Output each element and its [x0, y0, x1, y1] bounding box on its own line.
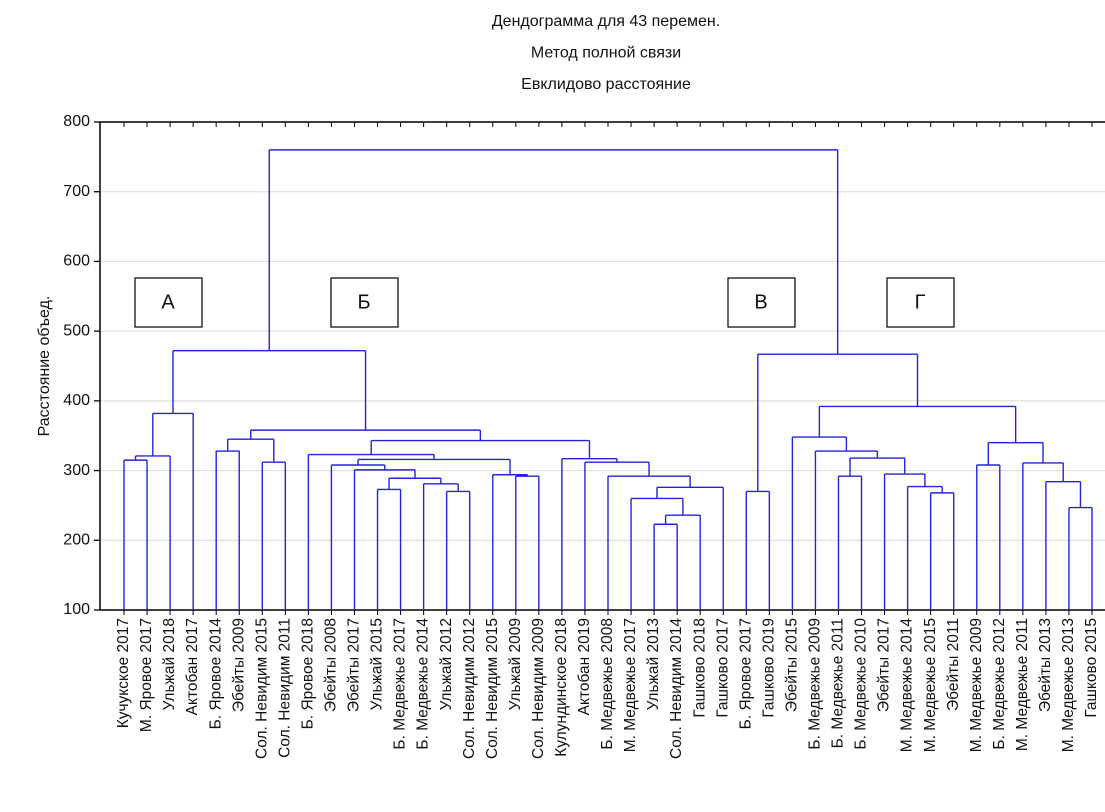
y-tick-label: 100	[63, 601, 90, 618]
leaf-label: Гашково 2015	[1083, 618, 1100, 718]
leaf-label: Эбейты 2013	[1037, 618, 1054, 712]
leaf-label: Актобан 2017	[184, 618, 201, 715]
leaf-label: Кулундинское 2018	[553, 618, 570, 757]
chart-title: Евклидово расстояние	[521, 76, 691, 93]
leaf-label: Б. Медвежье 2008	[599, 618, 616, 750]
leaf-label: М. Медвежье 2009	[968, 618, 985, 752]
y-tick-label: 300	[63, 462, 90, 479]
leaf-label: Ульжай 2009	[507, 618, 524, 710]
annotation-box	[727, 277, 796, 328]
leaf-label: Сол. Невидим 2011	[276, 618, 293, 758]
annotation: А	[161, 291, 175, 313]
y-tick-label: 400	[63, 392, 90, 409]
leaf-label: Эбейты 2015	[783, 618, 800, 712]
leaf-label: Гашково 2019	[760, 618, 777, 718]
leaf-label: Гашково 2017	[714, 618, 731, 718]
chart-title: Метод полной связи	[531, 45, 681, 62]
chart-title: Дендограмма для 43 перемен.	[492, 13, 720, 30]
leaf-label: Б. Медвежье 2014	[415, 618, 432, 750]
annotation: В	[754, 291, 767, 313]
leaf-label: М. Медвежье 2014	[899, 618, 916, 753]
leaf-label: М. Медвежье 2013	[1060, 618, 1077, 752]
annotation-box	[134, 277, 203, 328]
y-tick-label: 500	[63, 322, 90, 339]
annotation: Б	[357, 291, 370, 313]
annotation: Г	[915, 291, 926, 313]
leaf-label: М. Яровое 2017	[138, 618, 155, 732]
y-tick-label: 200	[63, 532, 90, 549]
leaf-label: Ульжай 2012	[438, 618, 455, 710]
y-tick-label: 800	[63, 113, 90, 130]
leaf-label: Гашково 2018	[691, 618, 708, 718]
leaf-label: Эбейты 2011	[945, 618, 962, 711]
leaf-label: Б. Медвежье 2010	[853, 618, 870, 750]
leaf-label: Ульжай 2013	[645, 618, 662, 710]
annotation-box	[886, 277, 955, 328]
y-tick-label: 700	[63, 183, 90, 200]
leaf-label: Б. Медвежье 2017	[392, 618, 409, 750]
leaf-label: Б. Яровое 2014	[207, 618, 224, 730]
y-axis-label: Расстояние объед.	[36, 296, 53, 437]
annotation-box	[330, 277, 399, 328]
leaf-label: М. Медвежье 2017	[622, 618, 639, 752]
leaf-label: Сол. Невидим 2015	[253, 618, 270, 759]
leaf-label: Кучукское 2017	[115, 618, 132, 728]
leaf-label: М. Медвежье 2015	[922, 618, 939, 752]
y-tick-label: 600	[63, 253, 90, 270]
leaf-label: Б. Яровое 2017	[737, 618, 754, 729]
leaf-label: Сол. Невидим 2012	[461, 618, 478, 759]
leaf-label: Ульжай 2015	[369, 618, 386, 710]
leaf-label: Эбейты 2009	[230, 618, 247, 712]
leaf-label: Актобан 2019	[576, 618, 593, 715]
leaf-label: Ульжай 2018	[161, 618, 178, 710]
leaf-label: Эбейты 2017	[346, 618, 363, 712]
leaf-label: Б. Медвежье 2011	[830, 618, 847, 748]
leaf-label: М. Медвежье 2011	[1014, 618, 1031, 751]
leaf-label: Сол. Невидим 2015	[484, 618, 501, 759]
leaf-label: Сол. Невидим 2009	[530, 618, 547, 759]
leaf-label: Б. Яровое 2018	[299, 618, 316, 729]
leaf-label: Б. Медвежье 2009	[807, 618, 824, 750]
leaf-label: Эбейты 2008	[323, 618, 340, 712]
leaf-label: Б. Медвежье 2012	[991, 618, 1008, 750]
leaf-label: Эбейты 2017	[876, 618, 893, 712]
leaf-label: Сол. Невидим 2014	[668, 618, 685, 759]
